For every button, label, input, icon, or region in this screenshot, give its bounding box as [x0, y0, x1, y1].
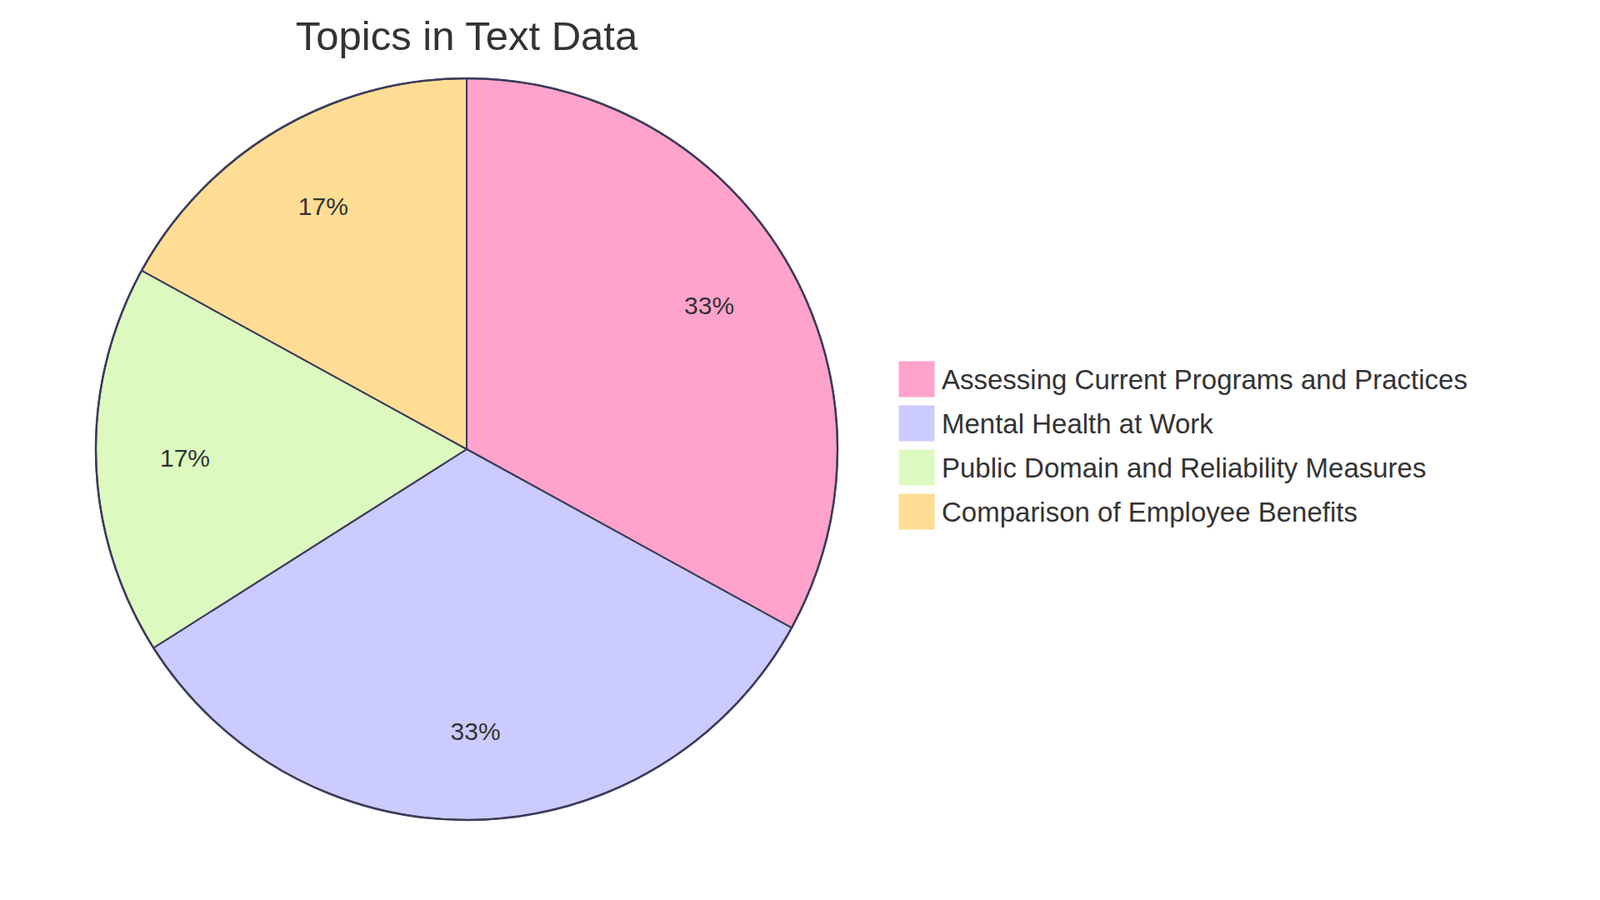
legend-label: Comparison of Employee Benefits — [941, 496, 1358, 528]
data-label: 17% — [160, 444, 210, 472]
legend-label: Public Domain and Reliability Measures — [941, 452, 1426, 484]
legend-label: Mental Health at Work — [941, 408, 1214, 440]
pie-outline — [95, 78, 838, 820]
legend: Assessing Current Programs and Practices… — [898, 360, 1468, 530]
data-label: 33% — [450, 717, 501, 745]
legend-swatch — [898, 405, 935, 442]
pie: 33% 33% 17% 17% — [95, 78, 838, 820]
legend-swatch — [898, 493, 935, 530]
chart: Topics in Text Data 33% 33% 17% 17% Assessing… — [0, 0, 1600, 900]
legend-label: Assessing Current Programs and Practices — [941, 364, 1468, 395]
legend-item: Mental Health at Work — [898, 405, 1214, 442]
legend-swatch — [898, 360, 935, 398]
data-label: 33% — [684, 291, 735, 320]
legend-item: Comparison of Employee Benefits — [898, 493, 1358, 530]
legend-item: Assessing Current Programs and Practices — [898, 360, 1468, 398]
data-label: 17% — [298, 192, 349, 220]
pie-slice — [141, 78, 467, 450]
legend-item: Public Domain and Reliability Measures — [898, 449, 1426, 486]
title: Topics in Text Data — [295, 13, 639, 59]
legend-swatch — [898, 449, 935, 486]
